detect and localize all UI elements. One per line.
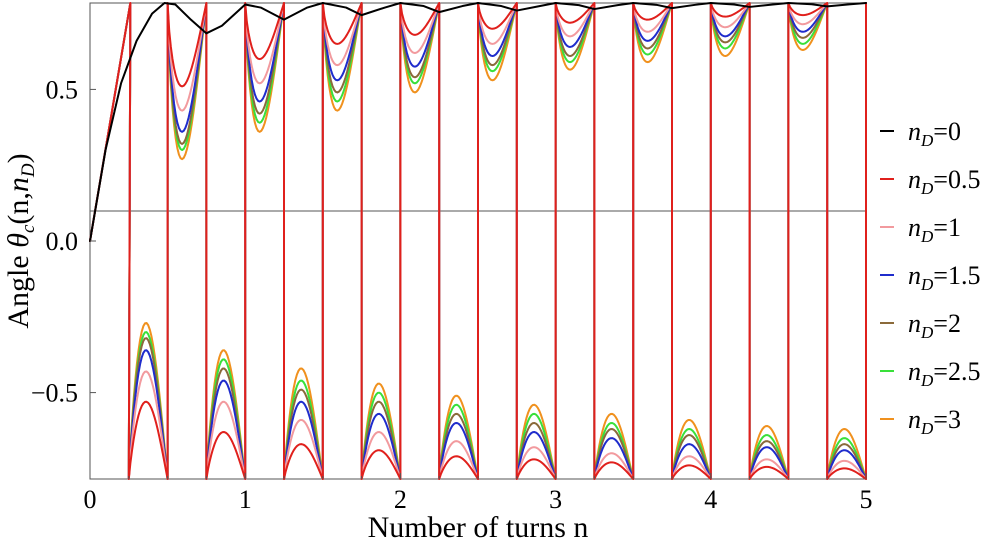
legend-label: nD=2.5 [908,357,980,390]
y-tick-label: 0.5 [46,75,79,104]
series-layer [89,2,867,480]
y-axis-title: Angle θc(n,nD) [2,153,39,328]
legend-label: nD=1.5 [908,261,980,294]
series-line-n-D-0 [89,2,867,242]
x-tick-label: 4 [704,485,717,514]
legend-label: nD=0.5 [908,165,980,198]
x-tick-label: 1 [239,485,252,514]
legend: nD=0 nD=0.5 nD=1 nD=1.5 nD=2 nD=2.5 nD=3 [880,117,980,438]
legend-label: nD=3 [908,405,961,438]
legend-label: nD=0 [908,117,961,150]
y-axis-ticks: −0.5 0.0 0.5 [31,75,96,408]
y-axis-title-theta: θ [2,233,35,248]
x-tick-label: 0 [84,485,97,514]
series-line-n-D-1-5 [89,2,867,480]
x-tick-label: 2 [394,485,407,514]
y-tick-label: 0.0 [46,227,79,256]
x-tick-label: 3 [549,485,562,514]
x-axis-ticks: 0 1 2 3 4 5 [84,473,873,514]
y-axis-title-prefix: Angle [2,248,35,329]
series-line-n-D-0-5 [89,2,867,480]
legend-label: nD=1 [908,213,961,246]
x-axis-title: Number of turns n [368,511,589,544]
legend-label: nD=2 [908,309,961,342]
y-axis-title-args-open: (n, [2,192,35,225]
x-tick-label: 5 [860,485,873,514]
y-axis-title-args-close: ) [2,153,35,163]
y-axis-title-n-sub: D [18,163,39,178]
y-axis-title-n-symbol: n [2,177,35,192]
y-axis-title-theta-sub: c [18,224,39,233]
series-line-n-D-1 [89,2,867,480]
y-tick-label: −0.5 [31,379,78,408]
